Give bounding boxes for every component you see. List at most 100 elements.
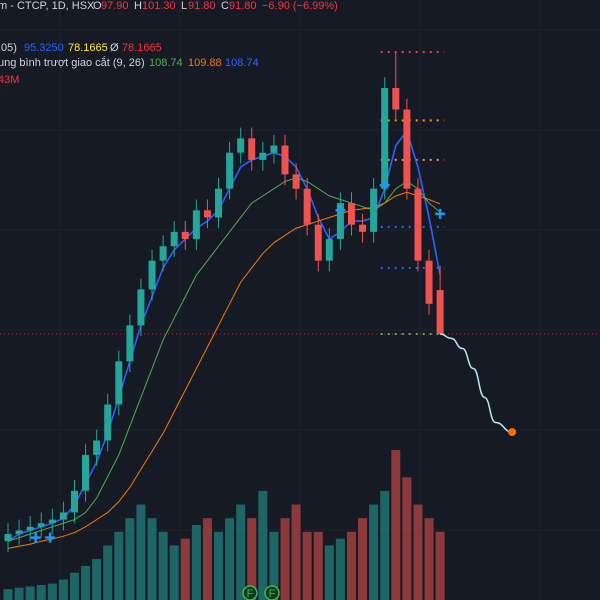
candle-body <box>104 404 112 441</box>
candle-body <box>425 260 433 304</box>
candle-body <box>192 210 200 240</box>
event-badge-label: F <box>247 588 254 600</box>
cross-marker <box>335 205 346 216</box>
candle-body <box>15 530 23 535</box>
volume-label: 43M <box>0 74 19 86</box>
candle-body <box>181 231 189 240</box>
volume-bar <box>247 518 257 600</box>
candle-body <box>70 490 78 513</box>
volume-bar <box>202 518 212 600</box>
candle-body <box>436 290 444 335</box>
candle-body <box>381 87 389 189</box>
candle-body <box>270 145 278 153</box>
c-value: 91.80 <box>229 0 257 12</box>
candle-body <box>414 188 422 261</box>
volume-bar <box>191 525 201 600</box>
l-value: 91.80 <box>188 0 216 12</box>
indicator-value: 78.1665 <box>68 42 108 54</box>
volume-bar <box>103 545 113 600</box>
cross-marker <box>435 208 446 219</box>
indicator-value: 108.74 <box>225 57 259 69</box>
indicator-value: 108.74 <box>149 57 183 69</box>
volume-bar <box>380 490 390 600</box>
event-badge <box>242 585 258 600</box>
volume-bar <box>346 531 356 600</box>
candle-body <box>248 138 256 160</box>
candle-body <box>359 224 367 232</box>
volume-bar <box>369 504 379 600</box>
ma-line <box>7 177 441 542</box>
volume-bar <box>358 518 368 600</box>
candle-body <box>148 260 156 290</box>
indicator-symbol: Ø <box>110 42 119 54</box>
volume-bar <box>58 579 68 600</box>
volume-bar <box>14 587 24 600</box>
indicator-value: 78.1665 <box>122 42 162 54</box>
candle-body <box>115 361 123 405</box>
candle-body <box>126 325 134 362</box>
c-label: C <box>221 0 229 12</box>
candle-body <box>48 519 56 524</box>
candle-body <box>392 87 400 110</box>
volume-bar <box>302 531 312 600</box>
volume-bar <box>169 545 179 600</box>
projection-line <box>440 333 513 433</box>
candle-body <box>347 203 355 225</box>
candle-body <box>370 188 378 232</box>
indicator-name: ung bình trượt giao cắt (9, 26) <box>0 56 145 69</box>
volume-bar <box>47 583 57 600</box>
volume-bar <box>413 504 423 600</box>
l-label: L <box>181 0 187 12</box>
volume-bar <box>335 538 345 600</box>
volume-bar <box>125 518 135 600</box>
volume-bar <box>402 477 412 600</box>
volume-bar <box>424 518 434 600</box>
header: m - CTCP, 1D, HSX O 97.90 H 101.30 L 91.… <box>0 0 338 86</box>
volume-bar <box>258 490 268 600</box>
volume-bar <box>269 531 279 600</box>
projection-end <box>508 428 517 437</box>
candle-body <box>93 440 101 455</box>
volume-bar <box>147 518 157 600</box>
candle-body <box>226 152 234 189</box>
indicator-name: .05) <box>0 42 17 54</box>
volume-bar <box>69 572 79 600</box>
indicator-value: 95.3250 <box>24 42 64 54</box>
candle-body <box>237 138 245 153</box>
ma-line <box>7 191 441 549</box>
volume-bar <box>81 565 91 600</box>
volume-bar <box>435 531 445 600</box>
candle-body <box>59 512 67 520</box>
volume-bar <box>36 585 46 600</box>
candle-body <box>4 534 12 542</box>
volume-bar <box>280 518 290 600</box>
volume-bar <box>225 518 235 600</box>
candle-body <box>215 188 223 218</box>
candle-body <box>82 454 90 491</box>
event-badge <box>264 585 280 600</box>
candle-body <box>159 246 167 261</box>
candle-body <box>281 145 289 175</box>
event-badge-label: F <box>269 588 276 600</box>
volume-bar <box>324 545 334 600</box>
candle-body <box>403 109 411 189</box>
cross-marker <box>30 532 41 543</box>
candle-body <box>26 526 34 531</box>
volume-bar <box>391 450 401 600</box>
o-label: O <box>93 0 102 12</box>
volume-bar <box>25 586 35 600</box>
candle-body <box>259 152 267 160</box>
volume-bar <box>158 531 168 600</box>
volume-bar <box>136 504 146 600</box>
ma-line <box>7 129 441 542</box>
volume-bar <box>214 531 224 600</box>
symbol: m - CTCP, 1D, HSX <box>0 0 95 12</box>
o-value: 97.90 <box>101 0 129 12</box>
candle-body <box>303 188 311 225</box>
candle-body <box>37 523 45 527</box>
volume-bar <box>180 538 190 600</box>
indicator-value: 109.88 <box>188 57 222 69</box>
candle-body <box>336 203 344 240</box>
candle-body <box>137 289 145 326</box>
